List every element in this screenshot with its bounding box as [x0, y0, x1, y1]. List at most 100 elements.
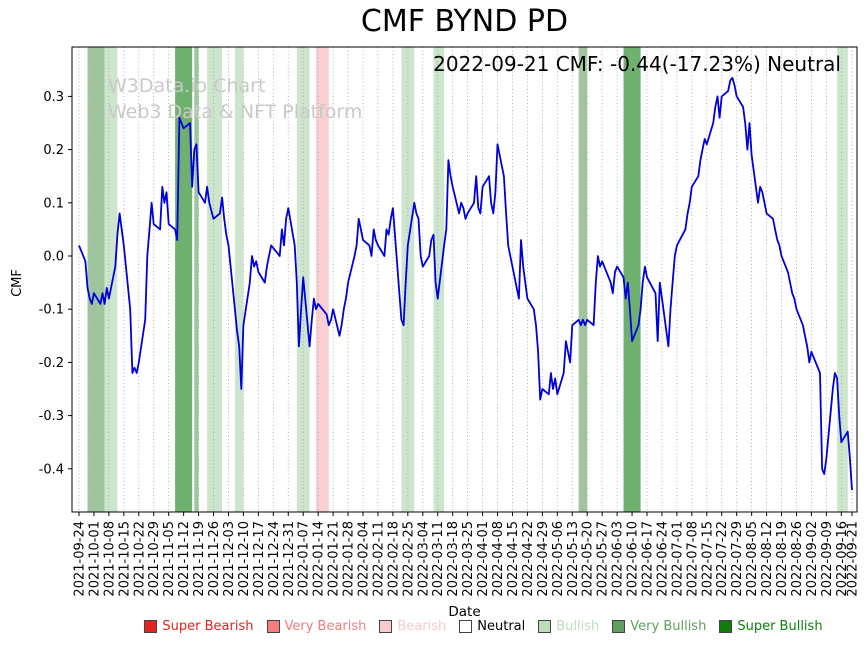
x-tick-label: 2022-01-14 [312, 521, 327, 597]
x-tick-label: 2022-01-28 [342, 521, 357, 597]
x-tick-label: 2022-06-03 [611, 521, 626, 597]
y-tick-label: -0.1 [39, 303, 64, 318]
x-tick-label: 2021-12-10 [237, 521, 252, 597]
x-tick-label: 2022-02-11 [372, 521, 387, 597]
x-tick-label: 2022-07-08 [685, 521, 700, 597]
x-axis-label: Date [448, 604, 481, 620]
watermark: W3Data.io Chart Web3 Data & NFT Platform [108, 74, 362, 125]
x-tick-label: 2022-07-01 [670, 521, 685, 597]
legend: Super Bearish Very Bearish Bearish Neutral B… [100, 619, 867, 634]
legend-label: Super Bearish [162, 619, 254, 634]
x-tick-label: 2022-03-04 [416, 521, 431, 597]
x-tick-label: 2021-11-05 [162, 521, 177, 597]
legend-item-neutral: Neutral [459, 619, 525, 634]
legend-item-bearish: Bearish [379, 619, 446, 634]
sentiment-band-very_bullish [87, 47, 105, 512]
latest-value-annotation: 2022-09-21 CMF: -0.44(-17.23%) Neutral [433, 52, 841, 76]
x-tick-label: 2022-02-04 [357, 521, 372, 597]
x-tick-label: 2021-10-22 [132, 521, 147, 597]
x-tick-label: 2022-06-10 [626, 521, 641, 597]
sentiment-band-bullish [207, 47, 222, 512]
x-tick-label: 2021-12-17 [252, 521, 267, 597]
x-tick-label: 2022-04-29 [536, 521, 551, 597]
x-tick-label: 2021-11-26 [207, 521, 222, 597]
x-tick-label: 2021-10-15 [117, 521, 132, 597]
x-tick-label: 2021-09-24 [73, 521, 88, 597]
plot-frame [71, 46, 858, 513]
x-tick-label: 2021-12-03 [222, 521, 237, 597]
x-tick-label: 2022-05-06 [551, 521, 566, 597]
x-tick-label: 2022-04-15 [506, 521, 521, 597]
x-tick-label: 2022-06-24 [656, 521, 671, 597]
x-tick-label: 2022-01-07 [297, 521, 312, 597]
x-tick-label: 2022-09-21 [846, 521, 861, 597]
legend-item-very_bullish: Very Bullish [612, 619, 706, 634]
sentiment-band-bullish [234, 47, 244, 512]
x-tick-label: 2022-05-20 [581, 521, 596, 597]
x-tick-label: 2022-07-22 [715, 521, 730, 597]
x-tick-label: 2022-04-22 [521, 521, 536, 597]
legend-item-bullish: Bullish [538, 619, 599, 634]
x-tick-label: 2022-08-05 [745, 521, 760, 597]
x-tick-label: 2022-03-18 [446, 521, 461, 597]
x-tick-label: 2022-02-18 [386, 521, 401, 597]
x-tick-label: 2021-12-31 [282, 521, 297, 597]
sentiment-band-bullish [433, 47, 445, 512]
x-tick-label: 2022-02-25 [401, 521, 416, 597]
x-tick-label: 2022-09-09 [820, 521, 835, 597]
watermark-line2: Web3 Data & NFT Platform [108, 100, 363, 123]
y-tick-label: -0.4 [39, 462, 64, 477]
x-tick-label: 2022-08-26 [790, 521, 805, 597]
sentiment-band-bullish [837, 47, 848, 512]
x-tick-label: 2022-09-16 [835, 521, 850, 597]
x-tick-label: 2021-10-29 [147, 521, 162, 597]
watermark-line1: W3Data.io Chart [108, 75, 266, 97]
sentiment-band-super_bullish [623, 47, 641, 512]
legend-item-super_bullish: Super Bullish [719, 619, 823, 634]
x-tick-label: 2022-08-12 [760, 521, 775, 597]
sentiment-band-bearish [316, 47, 329, 512]
x-tick-label: 2022-05-27 [596, 521, 611, 597]
sentiment-band-bullish [401, 47, 415, 512]
y-tick-label: 0.3 [43, 90, 64, 105]
x-tick-label: 2022-01-21 [327, 521, 342, 597]
legend-label: Very Bearish [284, 619, 367, 634]
y-axis-label: CMF [10, 269, 25, 297]
x-tick-label: 2022-07-29 [730, 521, 745, 597]
legend-swatch-very_bearish [266, 620, 280, 633]
legend-label: Bearish [397, 619, 447, 634]
legend-swatch-super_bearish [144, 620, 158, 633]
x-tick-label: 2021-12-24 [267, 521, 282, 597]
chart-title: CMF BYND PD [360, 4, 569, 39]
x-tick-label: 2021-10-01 [87, 521, 102, 597]
x-tick-label: 2022-04-08 [491, 521, 506, 597]
y-tick-label: 0.0 [43, 250, 64, 265]
x-tick-label: 2021-11-19 [192, 521, 207, 597]
x-tick-label: 2022-08-19 [775, 521, 790, 597]
legend-label: Super Bullish [737, 619, 823, 634]
y-tick-label: -0.2 [39, 356, 64, 371]
legend-swatch-very_bullish [612, 620, 626, 633]
legend-swatch-bullish [538, 620, 552, 633]
legend-item-very_bearish: Very Bearish [266, 619, 367, 634]
sentiment-band-very_bullish [578, 47, 588, 512]
x-tick-label: 2022-07-15 [700, 521, 715, 597]
x-tick-label: 2022-06-17 [641, 521, 656, 597]
x-tick-label: 2022-03-11 [431, 521, 446, 597]
legend-swatch-neutral [459, 620, 473, 633]
x-tick-label: 2022-09-02 [805, 521, 820, 597]
legend-label: Neutral [477, 619, 526, 634]
y-tick-label: 0.2 [43, 143, 64, 158]
sentiment-band-very_bullish [194, 47, 199, 512]
legend-item-super_bearish: Super Bearish [144, 619, 254, 634]
x-tick-label: 2021-11-12 [177, 521, 192, 597]
cmf-line [78, 76, 853, 491]
x-tick-label: 2022-03-25 [461, 521, 476, 597]
x-tick-label: 2022-05-13 [566, 521, 581, 597]
legend-label: Bullish [556, 619, 600, 634]
y-tick-label: 0.1 [43, 196, 64, 211]
legend-swatch-bearish [379, 620, 393, 633]
x-tick-label: 2021-10-08 [102, 521, 117, 597]
